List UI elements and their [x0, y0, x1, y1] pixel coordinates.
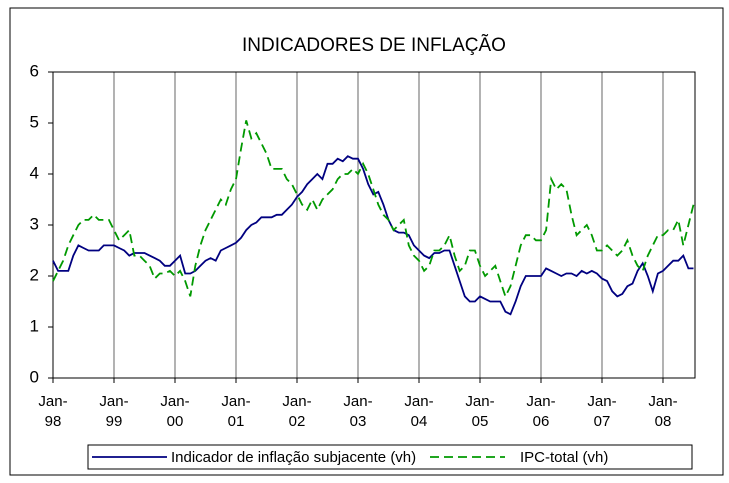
chart-title: INDICADORES DE INFLAÇÃO: [242, 34, 506, 56]
x-tick-label: Jan-02: [282, 393, 312, 430]
x-tick-label: Jan-08: [648, 393, 678, 430]
x-tick-label: Jan-07: [587, 393, 617, 430]
y-tick-label: 5: [30, 112, 39, 131]
y-tick-label: 2: [30, 265, 39, 284]
x-tick-label: Jan-03: [343, 393, 373, 430]
x-tick-label: Jan-04: [404, 393, 434, 430]
y-tick-label: 4: [30, 163, 39, 182]
y-tick-label: 1: [30, 316, 39, 335]
x-tick-label: Jan-00: [160, 393, 190, 430]
x-tick-label: Jan-98: [38, 393, 68, 430]
y-tick-label: 0: [30, 367, 39, 386]
x-tick-label: Jan-01: [221, 393, 251, 430]
legend-label: IPC-total (vh): [520, 449, 608, 466]
chart-border: [9, 7, 724, 476]
x-tick-label: Jan-06: [526, 393, 556, 430]
line-series: [52, 155, 694, 316]
legend-label: Indicador de inflação subjacente (vh): [171, 449, 416, 466]
y-tick-label: 3: [30, 214, 39, 233]
line-series: [52, 120, 695, 299]
legend: [87, 444, 693, 470]
x-tick-label: Jan-99: [99, 393, 129, 430]
x-tick-label: Jan-05: [465, 393, 495, 430]
y-tick-label: 6: [30, 61, 39, 80]
